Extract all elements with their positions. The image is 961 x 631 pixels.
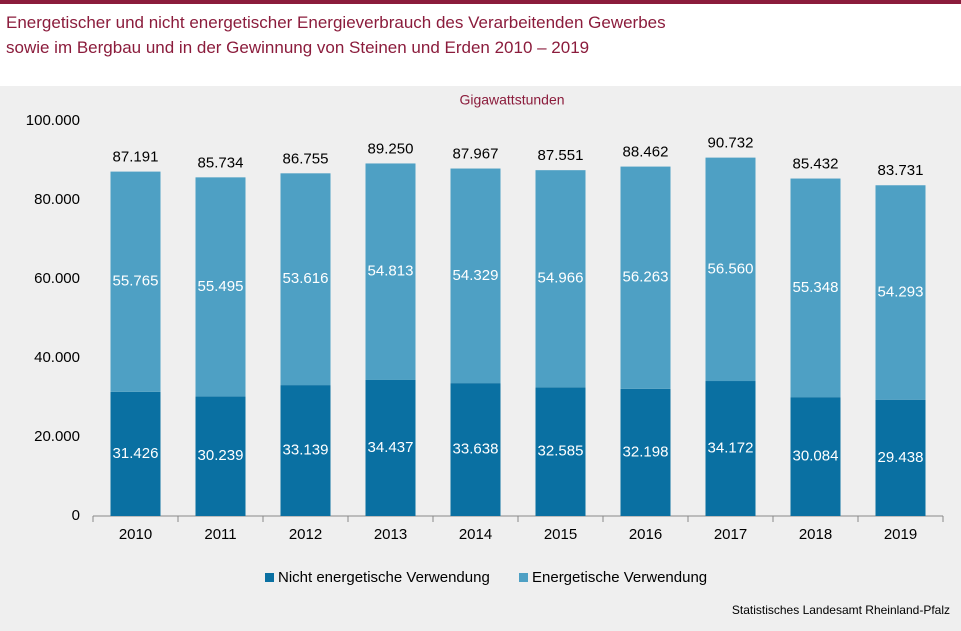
bar-segment [450,168,501,384]
value-label: 54.813 [368,263,414,280]
legend-label: Energetische Verwendung [532,569,707,586]
bar-segment [365,379,416,516]
total-label: 88.462 [623,144,669,161]
bar-segment [875,399,926,516]
value-label: 33.139 [283,442,329,459]
value-label: 32.585 [538,443,584,460]
bar-segment [620,166,671,389]
x-tick-label: 2019 [884,526,917,543]
bar-segment [790,397,841,516]
value-label: 30.084 [793,448,839,465]
total-label: 87.191 [113,149,159,166]
bar-segment [280,173,331,386]
x-tick-label: 2013 [374,526,407,543]
value-label: 54.293 [878,283,924,300]
x-tick-label: 2018 [799,526,832,543]
bar-segment [790,178,841,398]
unit-label: Gigawattstunden [459,92,564,108]
total-label: 89.250 [368,140,414,157]
total-label: 86.755 [283,150,329,167]
value-label: 54.329 [453,267,499,284]
bar-segment [620,388,671,516]
value-label: 34.437 [368,439,414,456]
bar-segment [195,177,246,397]
legend-label: Nicht energetische Verwendung [278,569,490,586]
bar-segment [110,171,161,392]
value-label: 29.438 [878,449,924,466]
bar-segment [365,163,416,380]
value-label: 53.616 [283,270,329,287]
bar-segment [875,185,926,400]
x-tick-label: 2010 [119,526,152,543]
total-label: 90.732 [708,135,754,152]
chart-title: sowie im Bergbau und in der Gewinnung vo… [6,38,589,57]
y-tick-label: 0 [72,507,80,524]
bar-segment [110,391,161,516]
bar-segment [535,387,586,516]
source: Statistisches Landesamt Rheinland-Pfalz [732,603,950,617]
bar-segment [280,385,331,516]
x-tick-label: 2011 [204,526,236,543]
y-tick-label: 100.000 [26,112,80,129]
value-label: 55.765 [113,273,159,290]
x-tick-label: 2016 [629,526,662,543]
y-tick-label: 20.000 [34,428,80,445]
x-tick-label: 2017 [714,526,747,543]
x-tick-label: 2015 [544,526,577,543]
chart-title: Energetischer und nicht energetischer En… [6,13,666,32]
bar-segment [705,157,756,382]
value-label: 54.966 [538,270,584,287]
x-tick-label: 2014 [459,526,492,543]
value-label: 32.198 [623,443,669,460]
legend-swatch [519,573,528,582]
legend-swatch [265,573,274,582]
value-label: 34.172 [708,439,754,456]
value-label: 55.348 [793,279,839,296]
y-tick-label: 80.000 [34,191,80,208]
total-label: 85.432 [793,156,839,173]
bar-segment [450,383,501,516]
x-tick-label: 2012 [289,526,322,543]
total-label: 83.731 [878,162,924,179]
value-label: 30.239 [198,447,244,464]
y-tick-label: 40.000 [34,349,80,366]
value-label: 33.638 [453,441,499,458]
value-label: 56.560 [708,260,754,277]
bar-segment [705,381,756,516]
y-tick-label: 60.000 [34,270,80,287]
total-label: 87.967 [453,145,499,162]
value-label: 55.495 [198,278,244,295]
top-rule [0,0,961,4]
value-label: 31.426 [113,445,159,462]
total-label: 85.734 [198,154,244,171]
bar-segment [195,396,246,516]
bar-segment [535,170,586,388]
total-label: 87.551 [538,147,584,164]
value-label: 56.263 [623,269,669,286]
